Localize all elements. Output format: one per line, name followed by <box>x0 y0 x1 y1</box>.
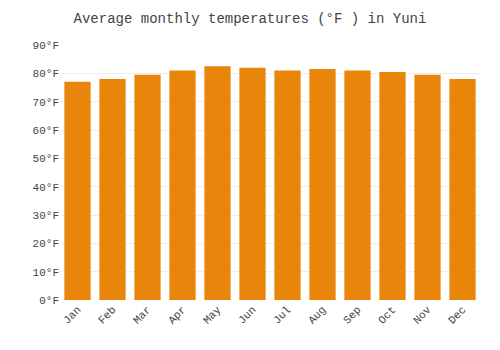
svg-text:Sep: Sep <box>341 304 363 326</box>
svg-text:20°F: 20°F <box>33 238 59 250</box>
svg-text:May: May <box>201 304 224 327</box>
svg-text:Dec: Dec <box>446 304 468 326</box>
svg-text:30°F: 30°F <box>33 210 59 222</box>
svg-text:Jan: Jan <box>61 304 83 326</box>
svg-text:60°F: 60°F <box>33 125 59 137</box>
svg-text:Apr: Apr <box>166 304 188 326</box>
svg-text:Jun: Jun <box>236 304 258 326</box>
svg-text:70°F: 70°F <box>33 97 59 109</box>
svg-text:0°F: 0°F <box>39 295 59 307</box>
svg-text:80°F: 80°F <box>33 68 59 80</box>
svg-text:Aug: Aug <box>306 304 328 326</box>
svg-text:Jul: Jul <box>271 304 293 326</box>
svg-text:Mar: Mar <box>131 304 153 326</box>
svg-text:90°F: 90°F <box>33 40 59 52</box>
svg-text:Feb: Feb <box>96 304 118 326</box>
svg-text:50°F: 50°F <box>33 153 59 165</box>
svg-text:Nov: Nov <box>411 304 434 327</box>
svg-text:40°F: 40°F <box>33 182 59 194</box>
svg-text:Average monthly temperatures (: Average monthly temperatures (°F ) in Yu… <box>74 11 427 27</box>
svg-text:Oct: Oct <box>376 304 398 326</box>
svg-text:10°F: 10°F <box>33 267 59 279</box>
